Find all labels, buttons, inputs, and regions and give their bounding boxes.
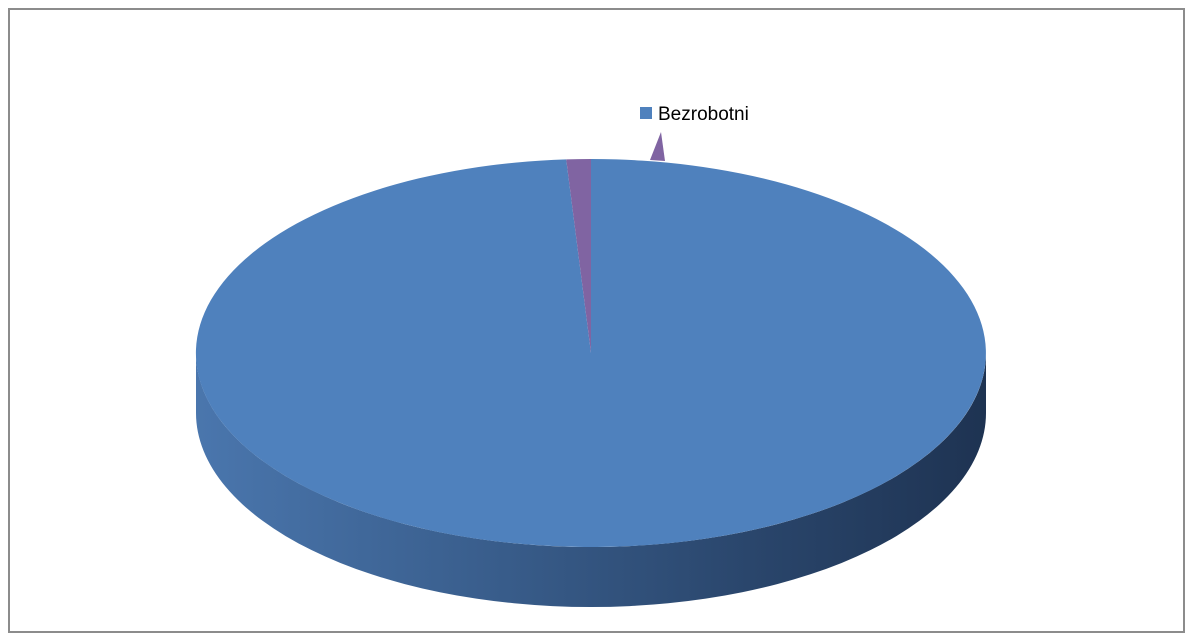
legend: Bezrobotni	[640, 104, 749, 125]
legend-swatch	[640, 107, 652, 119]
pie-slices	[195, 132, 986, 607]
legend-label: Bezrobotni	[658, 104, 749, 125]
pie-slice-small-exploded	[650, 132, 665, 161]
pie-side-wall	[196, 353, 986, 607]
pie-slice-0	[195, 159, 986, 548]
pie-slice-1	[566, 159, 591, 353]
